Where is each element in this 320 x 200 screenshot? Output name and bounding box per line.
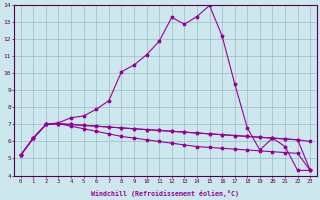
X-axis label: Windchill (Refroidissement éolien,°C): Windchill (Refroidissement éolien,°C) xyxy=(92,190,239,197)
